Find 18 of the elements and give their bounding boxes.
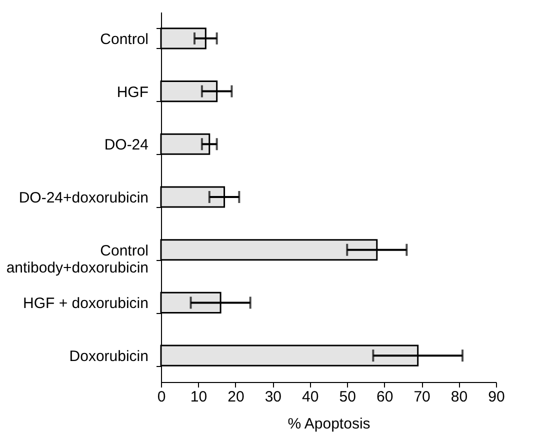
x-tick-label: 10: [190, 388, 208, 406]
y-tick-label: HGF + doxorubicin: [23, 295, 148, 312]
x-tick-label: 80: [450, 388, 468, 406]
x-tick-label: 70: [414, 388, 430, 406]
x-tick-label: 30: [264, 388, 282, 406]
y-tick-label: DO-24: [104, 136, 148, 154]
x-tick-label: 0: [157, 388, 166, 406]
y-tick-label: DO-24+doxorubicin: [18, 190, 148, 206]
x-tick-label: 60: [376, 388, 394, 406]
y-tick-label: Control antibody+doxorubicin: [6, 242, 148, 276]
x-tick-label: 50: [339, 388, 356, 406]
x-tick-label: 40: [302, 388, 319, 406]
x-tick-label: 20: [228, 388, 244, 406]
y-tick-label: Doxorubicin: [69, 348, 148, 366]
x-axis-title: % Apoptosis: [288, 416, 370, 432]
y-tick-label: HGF: [116, 84, 148, 101]
x-tick-label: 90: [488, 388, 505, 406]
y-tick-label: Control: [100, 30, 148, 48]
